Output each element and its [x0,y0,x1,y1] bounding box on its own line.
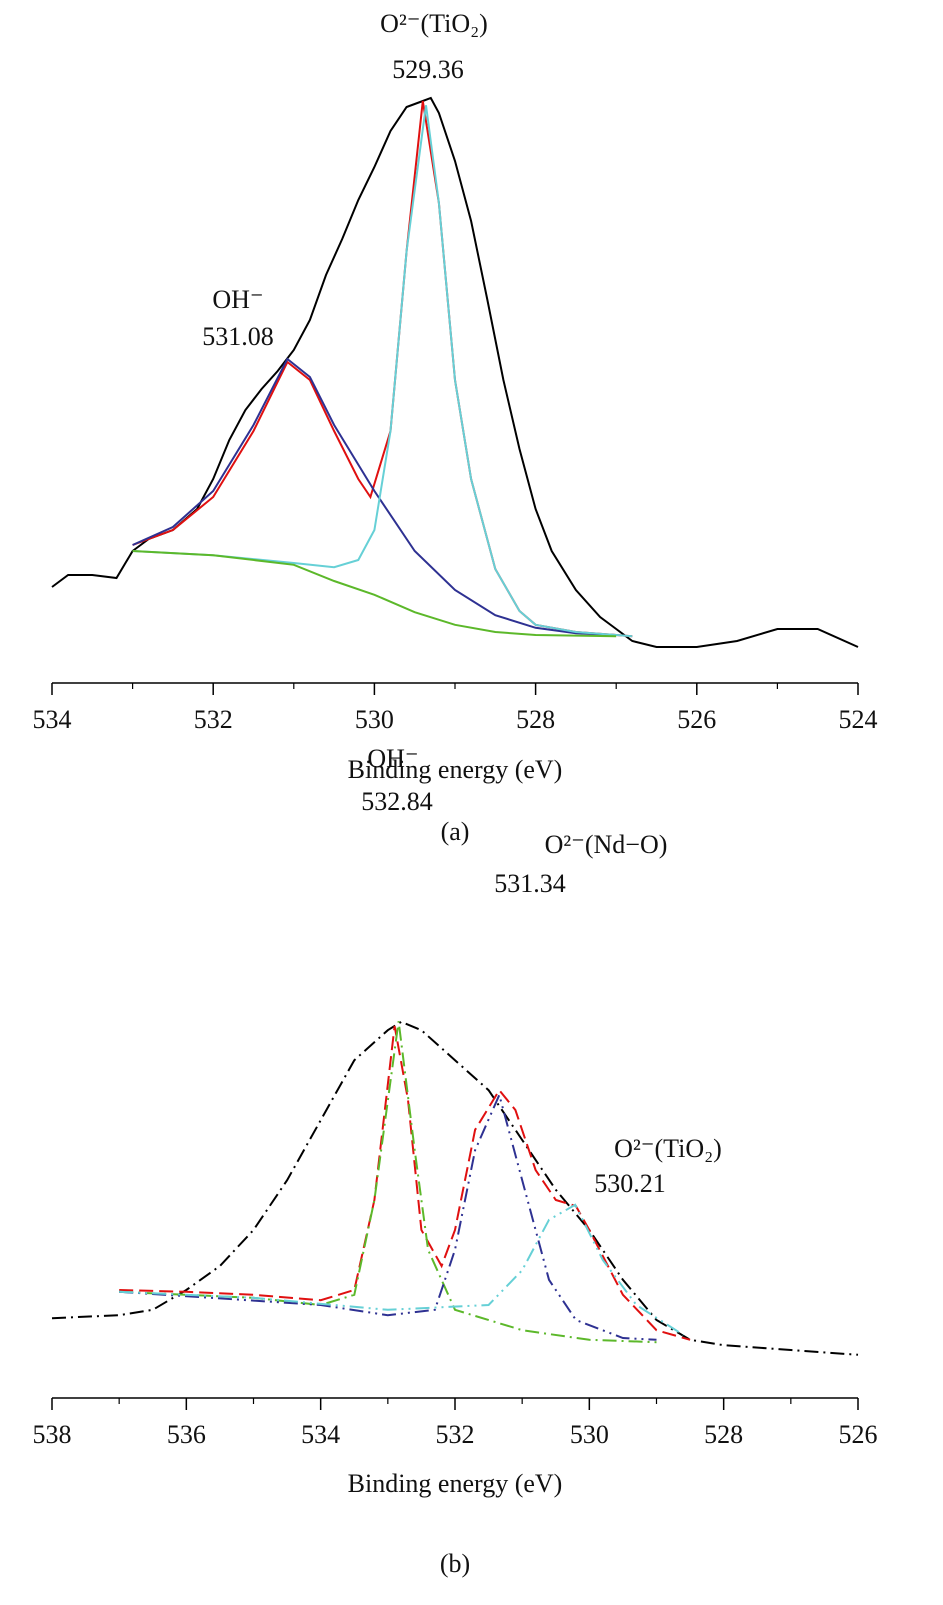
x-tick-label: 534 [301,1420,340,1449]
peak-annotation: 531.08 [202,322,274,351]
peak-annotation: O²⁻(Nd−O) [545,830,668,859]
x-tick-label: 532 [194,705,233,734]
x-tick-label: 528 [704,1420,743,1449]
peak-annotation: 531.34 [494,869,566,898]
x-tick-label: 528 [516,705,555,734]
x-tick-label: 530 [355,705,394,734]
x-axis-label: Binding energy (eV) [348,755,563,784]
peak-annotation: OH⁻ [212,285,263,314]
x-tick-label: 536 [167,1420,206,1449]
x-axis-label: Binding energy (eV) [348,1469,563,1498]
spectrum-line [51,1020,859,1356]
peak-annotation: O²⁻(TiO₂) [614,1134,722,1163]
x-tick-label: 526 [677,705,716,734]
x-tick-label: 524 [839,705,878,734]
x-tick-label: 538 [33,1420,72,1449]
panel-caption: (a) [441,817,470,846]
spectrum-line [119,1025,691,1341]
spectrum-line [132,105,633,638]
spectrum-line [132,550,617,638]
spectrum-line [119,1091,657,1341]
peak-annotation: 532.84 [361,787,433,816]
spectrum-line [132,357,617,636]
x-tick-label: 534 [33,705,72,734]
peak-annotation: O²⁻(TiO₂) [380,9,488,38]
x-tick-label: 526 [839,1420,878,1449]
x-tick-label: 530 [570,1420,609,1449]
peak-annotation: 529.36 [392,55,464,84]
spectrum-line [119,1203,684,1336]
peak-annotation: OH⁻ [367,744,418,773]
spectrum-line [119,1021,657,1344]
spectrum-line [132,100,633,638]
panel-caption: (b) [440,1549,470,1578]
peak-annotation: 530.21 [594,1169,666,1198]
x-tick-label: 532 [436,1420,475,1449]
